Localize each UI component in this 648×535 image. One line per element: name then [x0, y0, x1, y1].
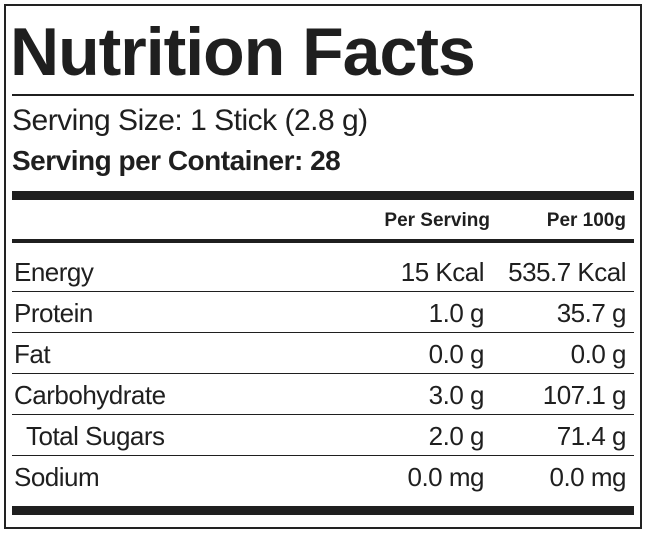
- nutrient-per-serving: 0.0 g: [428, 339, 485, 369]
- nutrient-row-fat: Fat 0.0 g 0.0 g: [6, 333, 640, 374]
- nutrient-per-serving: 15 Kcal: [400, 257, 485, 287]
- nutrient-row-energy: Energy 15 Kcal 535.7 Kcal: [6, 251, 640, 292]
- thick-divider-bottom: [12, 506, 634, 515]
- nutrient-row-sodium: Sodium 0.0 mg 0.0 mg: [6, 456, 640, 497]
- nutrient-row-carbohydrate: Carbohydrate 3.0 g 107.1 g: [6, 374, 640, 415]
- nutrient-per-serving: 2.0 g: [428, 421, 485, 451]
- label-title: Nutrition Facts: [10, 14, 476, 90]
- nutrient-per-100g: 0.0 mg: [549, 462, 627, 492]
- column-header-per-100g: Per 100g: [546, 210, 626, 231]
- thick-divider-top: [12, 191, 634, 200]
- column-header-per-serving: Per Serving: [384, 210, 490, 231]
- nutrient-row-total-sugars: Total Sugars 2.0 g 71.4 g: [6, 415, 640, 456]
- row-divider: [12, 414, 634, 415]
- serving-size: Serving Size: 1 Stick (2.8 g): [12, 104, 368, 137]
- row-divider: [12, 332, 634, 333]
- nutrient-name: Carbohydrate: [14, 380, 166, 410]
- nutrition-facts-label: Nutrition Facts Serving Size: 1 Stick (2…: [4, 4, 642, 529]
- nutrient-name: Energy: [14, 257, 94, 287]
- row-divider: [12, 455, 634, 456]
- nutrient-per-100g: 35.7 g: [556, 298, 627, 328]
- nutrient-name: Total Sugars: [26, 421, 165, 451]
- header-divider: [12, 239, 634, 243]
- nutrient-per-serving: 3.0 g: [428, 380, 485, 410]
- nutrient-per-100g: 0.0 g: [570, 339, 627, 369]
- nutrient-per-serving: 0.0 mg: [407, 462, 485, 492]
- nutrient-name: Protein: [14, 298, 93, 328]
- nutrient-per-serving: 1.0 g: [428, 298, 485, 328]
- servings-per-container: Serving per Container: 28: [12, 145, 341, 176]
- row-divider: [12, 373, 634, 374]
- nutrient-name: Sodium: [14, 462, 100, 492]
- nutrient-per-100g: 71.4 g: [556, 421, 627, 451]
- nutrient-row-protein: Protein 1.0 g 35.7 g: [6, 292, 640, 333]
- nutrient-per-100g: 535.7 Kcal: [508, 257, 626, 287]
- row-divider: [12, 291, 634, 292]
- nutrient-per-100g: 107.1 g: [542, 380, 627, 410]
- title-divider: [12, 94, 634, 96]
- nutrient-name: Fat: [14, 339, 51, 369]
